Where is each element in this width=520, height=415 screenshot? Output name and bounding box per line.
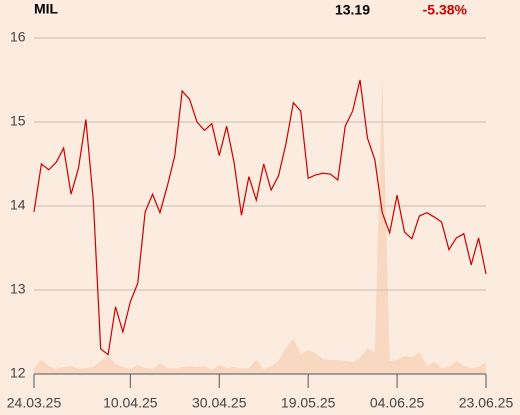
chart-title: MIL [34,1,59,17]
x-tick-label: 23.06.25 [459,395,514,411]
price-line [33,79,487,356]
y-tick-label: 15 [10,113,26,129]
y-tick-label: 14 [10,197,26,213]
last-price: 13.19 [335,2,370,18]
x-tick-label: 04.06.25 [370,395,425,411]
price-change: -5.38% [423,2,468,18]
x-tick-label: 24.03.25 [7,395,62,411]
y-tick-label: 16 [10,29,26,45]
x-tick-label: 30.04.25 [192,395,247,411]
x-tick-label: 19.05.25 [281,395,336,411]
x-tick-label: 10.04.25 [103,395,158,411]
volume-area [34,74,486,375]
y-tick-label: 12 [10,365,26,381]
y-tick-label: 13 [10,281,26,297]
